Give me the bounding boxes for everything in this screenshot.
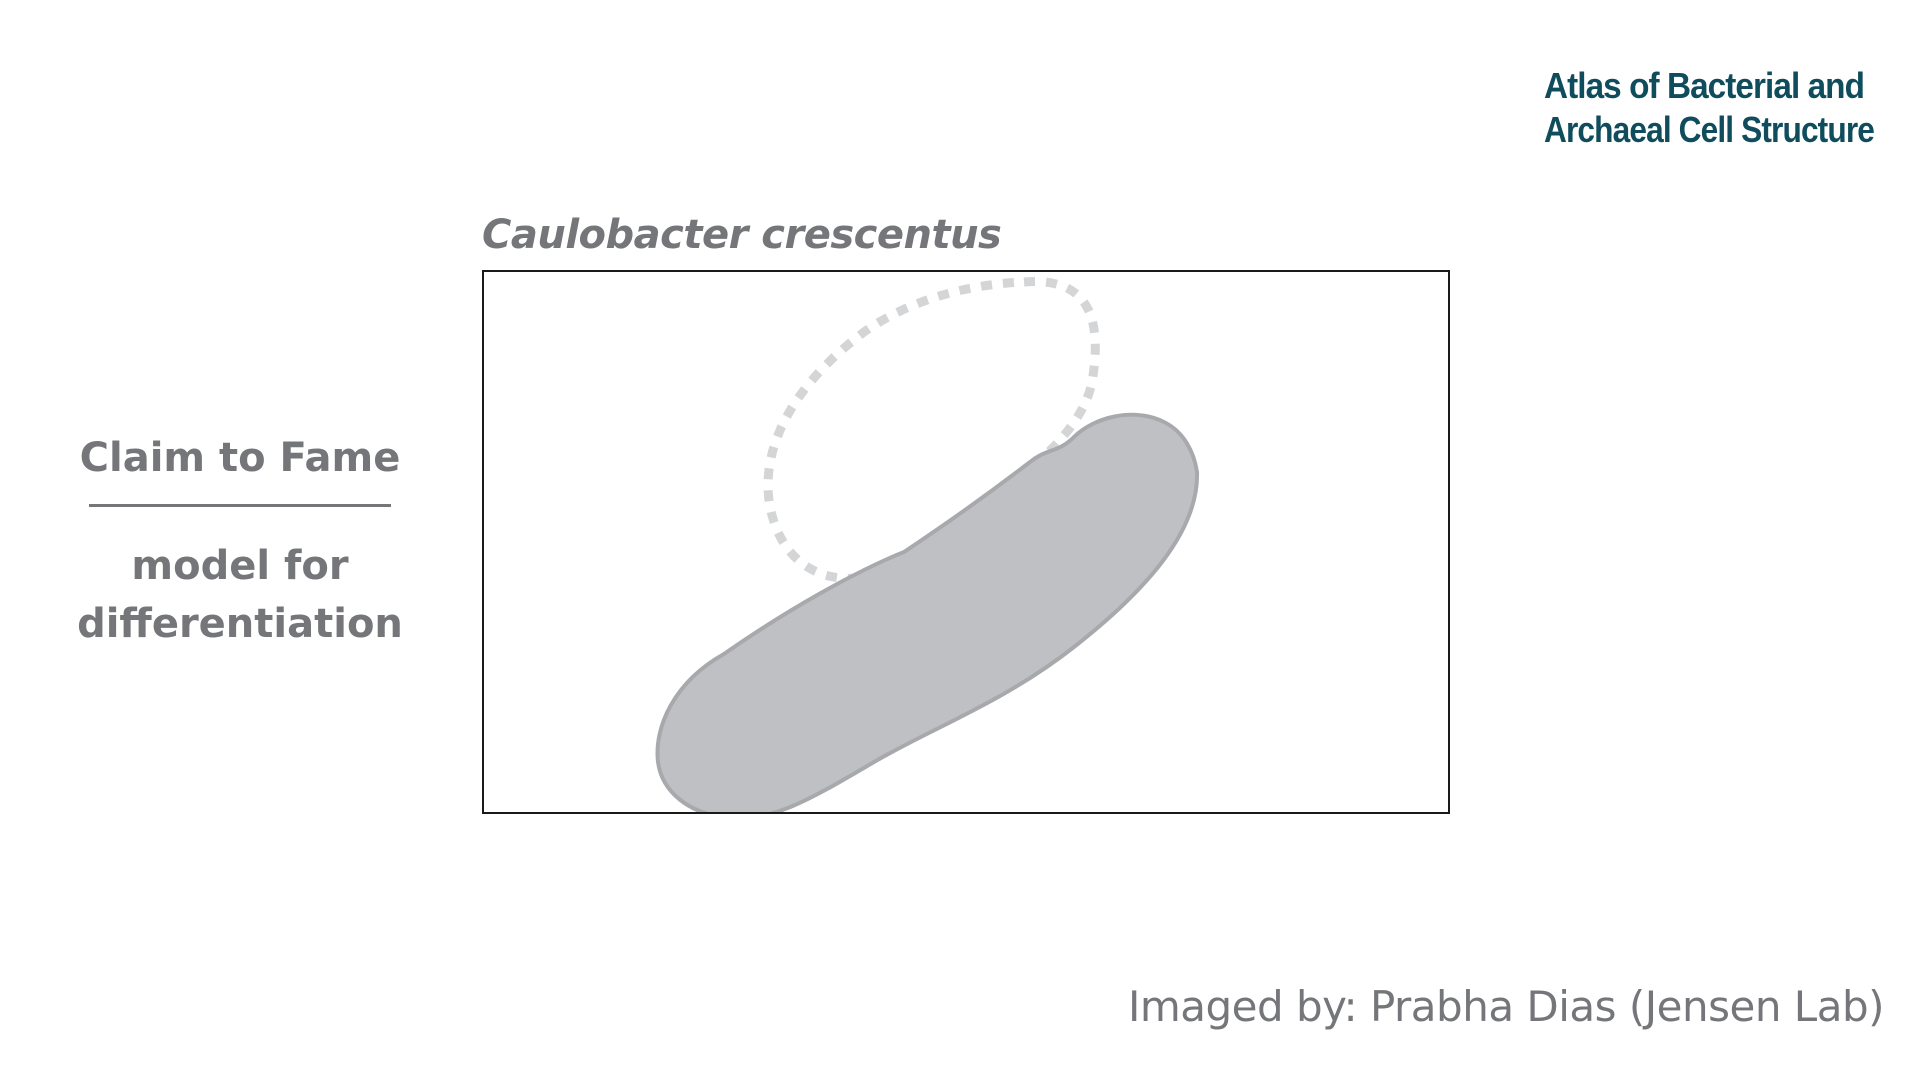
atlas-logo: Atlas of Bacterial and Archaeal Cell Str… (1540, 62, 1880, 162)
logo-line-1: Atlas of Bacterial and (1544, 65, 1864, 106)
claim-line-1: model for (131, 543, 349, 589)
cell-diagram-panel (482, 270, 1450, 814)
claim-line-2: differentiation (77, 601, 403, 647)
claim-title: Claim to Fame (79, 435, 401, 481)
species-title: Caulobacter crescentus (482, 212, 1002, 258)
cell-diagram (655, 277, 1200, 812)
claim-divider (89, 504, 391, 507)
cell-body (655, 412, 1200, 812)
logo-line-2: Archaeal Cell Structure (1544, 109, 1874, 150)
image-credit: Imaged by: Prabha Dias (Jensen Lab) (1127, 982, 1885, 1031)
atlas-logo-graphic: Atlas of Bacterial and Archaeal Cell Str… (1544, 65, 1875, 150)
claim-to-fame: Claim to Fame model for differentiation (70, 430, 410, 653)
ghost-cell-outline (763, 277, 1100, 583)
